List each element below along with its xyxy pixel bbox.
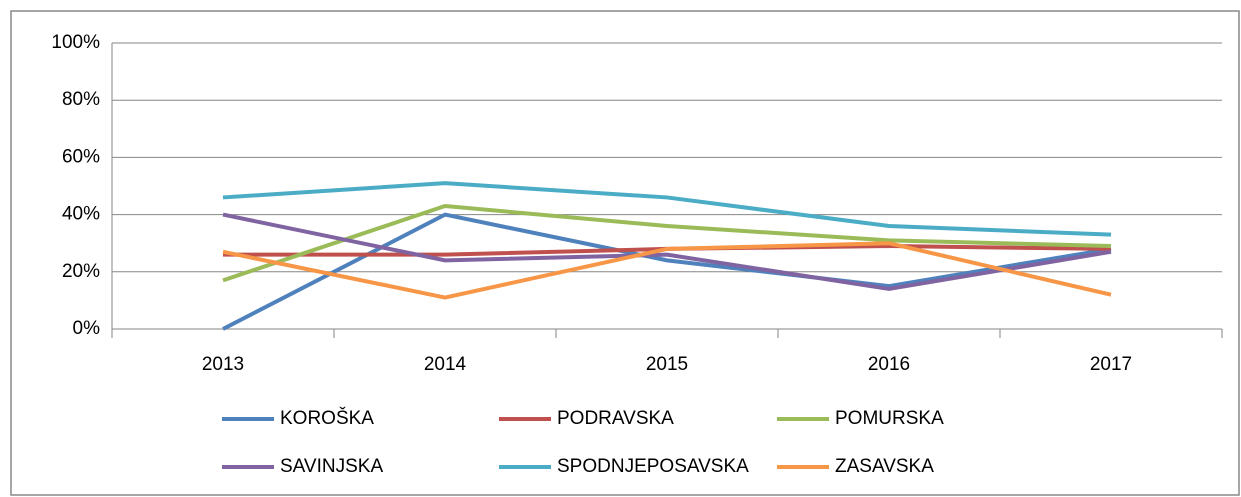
x-tick-label: 2017	[1090, 354, 1132, 375]
y-tick-label: 100%	[51, 32, 100, 53]
x-tick-label: 2014	[424, 354, 467, 375]
series-line	[222, 241, 1112, 300]
legend-label: SPODNJEPOSAVSKA	[557, 456, 749, 477]
y-tick-label: 0%	[73, 318, 101, 339]
legend-label: SAVINJSKA	[280, 456, 383, 477]
x-tick-label: 2015	[646, 354, 688, 375]
y-tick-label: 20%	[62, 261, 100, 282]
legend-label: PODRAVSKA	[557, 408, 674, 429]
legend-label: KOROŠKA	[280, 407, 374, 429]
series-line	[222, 204, 1112, 283]
series-line	[222, 212, 1112, 291]
legend-label: ZASAVSKA	[835, 456, 934, 477]
y-tick-label: 80%	[62, 89, 100, 110]
x-tick-label: 2016	[868, 354, 910, 375]
x-tick-label: 2013	[202, 354, 244, 375]
series-line	[222, 181, 1112, 237]
legend-label: POMURSKA	[835, 408, 944, 429]
y-tick-label: 40%	[62, 204, 100, 225]
y-tick-label: 60%	[62, 146, 100, 167]
